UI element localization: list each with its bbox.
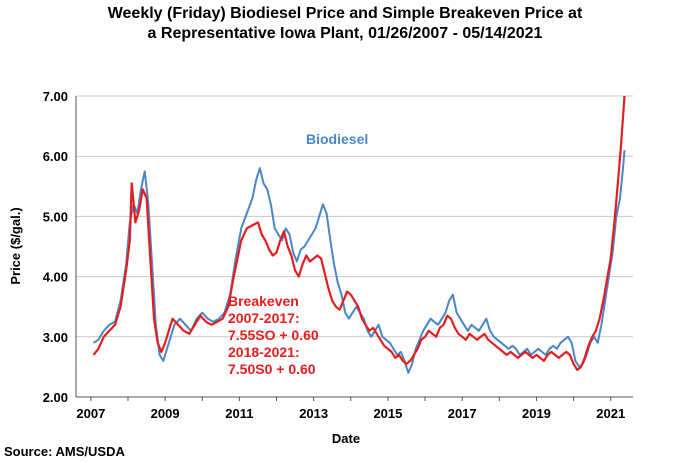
x-tick-label-2011: 2011 <box>225 406 253 421</box>
y-tick-label-4.00: 4.00 <box>43 270 68 285</box>
y-tick-label-3.00: 3.00 <box>43 330 68 345</box>
annotation-breakeven-title: Breakeven <box>228 293 299 309</box>
series-line-breakeven <box>92 95 626 371</box>
annotation-formula-line2: 7.55SO + 0.60 <box>228 327 319 343</box>
y-tick-label-5.00: 5.00 <box>43 209 68 224</box>
series-line-biodiesel <box>92 150 626 374</box>
annotation-formula-line4: 7.50S0 + 0.60 <box>228 361 316 377</box>
tick-labels: 2.00 3.00 4.00 5.00 6.00 7.00 2007 2009 2011 2013… <box>43 89 625 421</box>
x-tick-label-2013: 2013 <box>299 406 328 421</box>
source-note: Source: AMS/USDA <box>4 444 125 459</box>
x-tick-label-2007: 2007 <box>76 406 105 421</box>
gridlines <box>76 95 633 338</box>
x-tick-label-2021: 2021 <box>596 406 625 421</box>
annotation-biodiesel: Biodiesel <box>306 131 368 147</box>
annotation-formula-line3: 2018-2021: <box>228 344 300 360</box>
y-axis-label: Price ($/gal.) <box>8 207 23 284</box>
axes <box>75 96 633 401</box>
x-tick-label-2009: 2009 <box>151 406 180 421</box>
x-tick-label-2019: 2019 <box>522 406 551 421</box>
chart-title-line2: a Representative Iowa Plant, 01/26/2007 … <box>147 25 543 42</box>
x-axis-label: Date <box>332 431 360 446</box>
x-tick-label-2015: 2015 <box>373 406 402 421</box>
y-tick-label-7.00: 7.00 <box>43 89 68 104</box>
chart-title-line1: Weekly (Friday) Biodiesel Price and Simp… <box>107 5 583 22</box>
series-group <box>92 95 626 374</box>
y-tick-label-2.00: 2.00 <box>43 390 68 405</box>
x-tick-label-2017: 2017 <box>448 406 477 421</box>
annotation-formula-line1: 2007-2017: <box>228 310 300 326</box>
y-tick-label-6.00: 6.00 <box>43 149 68 164</box>
